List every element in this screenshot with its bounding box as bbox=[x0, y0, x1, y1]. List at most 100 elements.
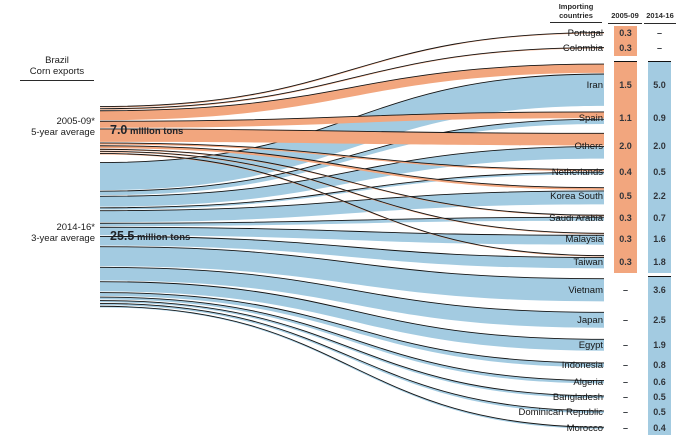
value-v2014-indonesia: 0.8 bbox=[653, 359, 666, 370]
value-v2014-egypt: 1.9 bbox=[653, 339, 666, 350]
value-v2005-colombia: 0.3 bbox=[619, 42, 632, 53]
flow-2005-korea-south bbox=[100, 145, 604, 190]
flow-2014-dominican-republic-edge bbox=[99, 302, 605, 412]
source-total-unit: million tons bbox=[134, 232, 191, 243]
value-v2014-saudi-arabia: 0.7 bbox=[653, 212, 666, 223]
flow-2014-others bbox=[100, 146, 604, 207]
source-total-2014: 25.5 million tons bbox=[110, 227, 190, 245]
flow-2005-netherlands-edge bbox=[99, 142, 605, 171]
value-v2005-dominican-republic: – bbox=[622, 406, 628, 417]
country-label-netherlands: Netherlands bbox=[551, 166, 603, 178]
chart-title-line1: Brazil bbox=[45, 55, 69, 66]
flow-2005-others-edge bbox=[99, 128, 605, 134]
flow-2014-taiwan bbox=[100, 236, 604, 269]
flow-2014-algeria-edge bbox=[99, 296, 605, 382]
country-label-others: Others bbox=[574, 140, 603, 152]
value-column-box-blue bbox=[648, 276, 671, 435]
value-column-box-orange bbox=[614, 61, 637, 273]
country-label-saudi-arabia: Saudi Arabia bbox=[549, 212, 603, 224]
flow-2014-netherlands-edge bbox=[99, 171, 605, 209]
flow-2014-saudi-arabia-edge bbox=[99, 216, 605, 224]
value-v2014-malaysia: 1.6 bbox=[653, 233, 666, 244]
importing-header-line2: countries bbox=[559, 10, 593, 20]
source-total-unit: million tons bbox=[127, 126, 184, 137]
value-v2005-malaysia: 0.3 bbox=[619, 233, 632, 244]
country-label-vietnam: Vietnam bbox=[568, 284, 603, 296]
value-v2014-bangladesh: 0.5 bbox=[653, 391, 666, 402]
chart-title-line2: Corn exports bbox=[29, 66, 85, 77]
country-label-spain: Spain bbox=[578, 112, 603, 124]
country-label-indonesia: Indonesia bbox=[561, 359, 603, 371]
value-v2014-dominican-republic: 0.5 bbox=[653, 406, 666, 417]
flow-2014-dominican-republic bbox=[100, 303, 604, 414]
value-v2014-morocco: 0.4 bbox=[653, 422, 666, 433]
flow-2005-saudi-arabia-edge bbox=[99, 148, 605, 216]
flow-2005-portugal bbox=[100, 32, 604, 108]
value-v2005-iran: 1.5 bbox=[619, 79, 632, 90]
flow-2005-colombia-edge bbox=[99, 47, 605, 110]
value-v2005-japan: – bbox=[622, 314, 628, 325]
country-label-korea-south: Korea South bbox=[550, 190, 603, 202]
flow-2014-korea-south bbox=[100, 190, 604, 223]
country-label-egypt: Egypt bbox=[578, 339, 603, 351]
flow-2014-egypt-edge bbox=[99, 281, 605, 340]
source-total-value: 7.0 bbox=[110, 123, 128, 137]
source-period-sublabel: 3-year average bbox=[31, 233, 95, 244]
value-v2005-egypt: – bbox=[622, 339, 628, 350]
flow-2014-vietnam-edge bbox=[99, 246, 605, 280]
source-period-label: 2005-09* bbox=[56, 116, 95, 127]
column-header-2005: 2005-09 bbox=[608, 11, 642, 24]
flow-2014-japan bbox=[100, 267, 604, 328]
value-v2005-vietnam: – bbox=[622, 284, 628, 295]
value-column-box-blue bbox=[648, 61, 671, 273]
flow-2014-japan-edge bbox=[99, 266, 605, 313]
value-v2014-portugal: – bbox=[656, 27, 662, 38]
value-v2005-portugal: 0.3 bbox=[619, 27, 632, 38]
flow-2014-korea-south-edge bbox=[99, 190, 605, 212]
value-v2005-spain: 1.1 bbox=[619, 112, 632, 123]
value-v2005-algeria: – bbox=[622, 376, 628, 387]
source-period-sublabel: 5-year average bbox=[31, 127, 95, 138]
flow-2014-netherlands bbox=[100, 172, 604, 210]
country-label-iran: Iran bbox=[586, 79, 603, 91]
value-v2014-vietnam: 3.6 bbox=[653, 284, 666, 295]
flow-2014-morocco-edge bbox=[99, 305, 605, 428]
flow-2014-vietnam bbox=[100, 246, 604, 302]
country-label-algeria: Algeria bbox=[573, 376, 603, 388]
flow-2005-taiwan-edge bbox=[99, 153, 605, 257]
country-label-bangladesh: Bangladesh bbox=[552, 391, 603, 403]
value-v2014-spain: 0.9 bbox=[653, 112, 666, 123]
flow-2005-iran-edge bbox=[99, 63, 605, 112]
value-v2005-others: 2.0 bbox=[619, 140, 632, 151]
value-v2014-algeria: 0.6 bbox=[653, 376, 666, 387]
value-v2005-morocco: – bbox=[622, 422, 628, 433]
country-label-taiwan: Taiwan bbox=[573, 256, 603, 268]
value-v2005-saudi-arabia: 0.3 bbox=[619, 212, 632, 223]
country-label-dominican-republic: Dominican Republic bbox=[518, 406, 603, 418]
flow-2014-algeria bbox=[100, 297, 604, 384]
flow-2005-netherlands bbox=[100, 142, 604, 172]
flow-2005-malaysia-edge bbox=[99, 150, 605, 234]
source-label-2014: 2014-16* 3-year average bbox=[0, 222, 95, 244]
flow-2014-malaysia bbox=[100, 227, 604, 245]
value-v2014-korea-south: 2.2 bbox=[653, 190, 666, 201]
value-v2005-taiwan: 0.3 bbox=[619, 256, 632, 267]
source-period-label: 2014-16* bbox=[56, 222, 95, 233]
flow-2014-saudi-arabia bbox=[100, 217, 604, 227]
flow-2014-bangladesh-edge bbox=[99, 300, 605, 397]
flow-2005-korea-south-edge bbox=[99, 145, 605, 189]
value-v2014-japan: 2.5 bbox=[653, 314, 666, 325]
flow-2014-malaysia-edge bbox=[99, 226, 605, 236]
flow-2005-colombia bbox=[100, 47, 604, 110]
source-total-value: 25.5 bbox=[110, 229, 135, 243]
flow-2014-indonesia bbox=[100, 292, 604, 368]
country-label-morocco: Morocco bbox=[566, 422, 603, 434]
value-v2014-iran: 5.0 bbox=[653, 79, 666, 90]
value-v2005-indonesia: – bbox=[622, 359, 628, 370]
country-label-colombia: Colombia bbox=[562, 42, 603, 54]
value-column-box-orange bbox=[614, 26, 637, 56]
flow-2014-spain-edge bbox=[99, 118, 605, 192]
flow-2005-portugal-edge bbox=[99, 32, 605, 107]
